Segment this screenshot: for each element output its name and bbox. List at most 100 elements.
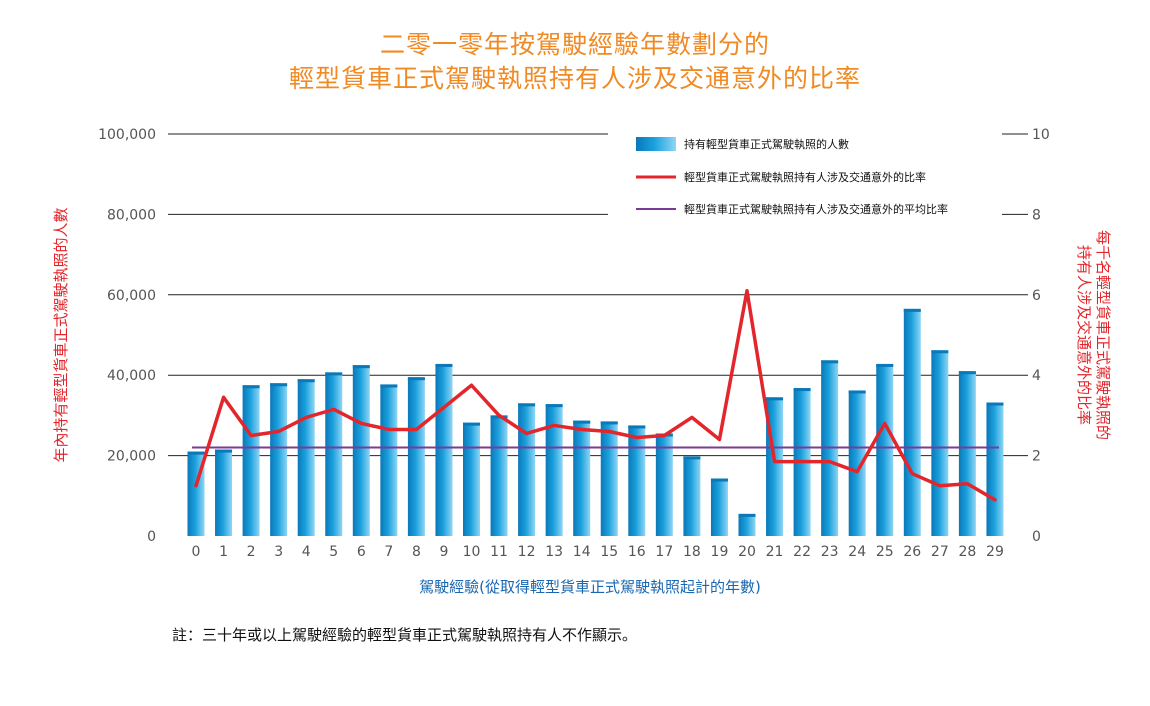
bar-top <box>215 449 233 453</box>
x-tick-label: 12 <box>518 544 536 560</box>
left-tick-label: 20,000 <box>107 449 156 465</box>
x-tick-label: 29 <box>986 544 1004 560</box>
rate-point <box>249 434 253 437</box>
bar-top <box>876 363 894 367</box>
rate-point <box>277 429 281 433</box>
bar-top <box>683 456 701 460</box>
bar-top <box>628 425 646 429</box>
right-tick-label: 6 <box>1032 288 1041 304</box>
left-tick-label: 100,000 <box>98 127 156 143</box>
right-axis-label-line-2: 持有人涉及交通意外的比率 <box>1075 245 1093 425</box>
right-tick-label: 10 <box>1032 127 1050 143</box>
accident-rate-line <box>194 289 997 502</box>
bar-top <box>903 308 921 312</box>
right-tick-label: 4 <box>1032 368 1041 384</box>
rate-point <box>717 438 721 442</box>
bar <box>710 478 728 536</box>
x-tick-label: 24 <box>848 544 866 560</box>
bar-top <box>738 513 756 517</box>
left-axis-ticks: 0 20,000 40,000 60,000 80,000 100,000 <box>98 127 156 545</box>
left-tick-label: 40,000 <box>107 368 156 384</box>
x-axis-label: 駕駛經驗(從取得輕型貨車正式駕駛執照起計的年數) <box>419 578 761 596</box>
rate-point <box>607 429 611 433</box>
bar-top <box>545 404 563 408</box>
bar-top <box>986 402 1004 406</box>
bar <box>986 402 1004 536</box>
right-tick-label: 8 <box>1032 207 1041 223</box>
bar <box>958 371 976 536</box>
bar <box>600 421 618 536</box>
rate-point <box>938 484 942 488</box>
bar-top <box>407 377 425 381</box>
left-axis-label: 年內持有輕型貨車正式駕駛執照的人數 <box>52 207 70 462</box>
footnote: 註：三十年或以上駕駛經驗的輕型貨車正式駕駛執照持有人不作顯示。 <box>172 626 638 644</box>
bar <box>325 372 343 536</box>
bar-top <box>270 383 288 387</box>
bar <box>270 383 288 536</box>
x-tick-label: 0 <box>192 544 201 560</box>
rate-point <box>332 407 336 411</box>
bar <box>518 403 536 536</box>
bar-top <box>352 365 370 369</box>
rate-point <box>359 421 363 425</box>
bar-top <box>931 350 949 354</box>
rate-point <box>194 484 198 488</box>
rate-point <box>497 413 501 417</box>
legend-label: 輕型貨車正式駕駛執照持有人涉及交通意外的平均比率 <box>684 202 948 216</box>
rate-point <box>635 436 639 440</box>
rate-point <box>662 434 666 437</box>
x-tick-label: 3 <box>274 544 283 560</box>
bar <box>545 404 563 536</box>
rate-point <box>552 423 556 427</box>
bar <box>380 384 398 536</box>
rate-point <box>883 421 887 425</box>
rate-point <box>222 395 226 399</box>
x-tick-label: 8 <box>412 544 421 560</box>
bar <box>683 456 701 536</box>
x-tick-label: 10 <box>463 544 481 560</box>
bar-top <box>242 385 260 389</box>
bar-top <box>766 397 784 401</box>
right-axis-label-line-1: 每千名輕型貨車正式駕駛執照的 <box>1094 230 1112 440</box>
bar <box>215 449 233 536</box>
x-tick-label: 1 <box>219 544 228 560</box>
legend-bar-swatch <box>636 137 676 151</box>
series-lines <box>192 289 999 502</box>
left-tick-label: 80,000 <box>107 207 156 223</box>
right-tick-label: 0 <box>1032 529 1041 545</box>
rate-point <box>773 460 777 464</box>
left-tick-label: 60,000 <box>107 288 156 304</box>
x-tick-label: 16 <box>628 544 646 560</box>
x-tick-label: 22 <box>793 544 811 560</box>
bar <box>297 379 315 536</box>
x-tick-label: 11 <box>490 544 508 560</box>
rate-point <box>745 289 749 293</box>
rate-point <box>855 470 859 474</box>
right-tick-label: 2 <box>1032 449 1041 465</box>
x-tick-label: 18 <box>683 544 701 560</box>
bar <box>876 363 894 536</box>
rate-point <box>414 427 418 431</box>
chart-title-line-2: 輕型貨車正式駕駛執照持有人涉及交通意外的比率 <box>288 64 861 93</box>
x-tick-label: 25 <box>876 544 894 560</box>
x-tick-label: 21 <box>766 544 784 560</box>
legend: 持有輕型貨車正式駕駛執照的人數輕型貨車正式駕駛執照持有人涉及交通意外的比率輕型貨… <box>636 137 948 216</box>
x-tick-label: 13 <box>545 544 563 560</box>
rate-point <box>525 431 529 435</box>
bar-top <box>600 421 618 425</box>
bar-top <box>380 384 398 388</box>
rate-point <box>910 472 914 476</box>
x-tick-label: 7 <box>384 544 393 560</box>
x-tick-label: 27 <box>931 544 949 560</box>
chart-title-line-1: 二零一零年按駕駛經驗年數劃分的 <box>379 30 770 59</box>
rate-point <box>387 427 391 431</box>
bar-top <box>958 371 976 375</box>
bar-top <box>793 388 811 392</box>
bar <box>352 365 370 536</box>
bar <box>931 350 949 536</box>
rate-point <box>580 427 584 431</box>
x-axis-ticks: 0 1 2 3 4 5 6 7 8 9 10 11 12 13 14 15 16 17 18 19 20 21 22 23 24… <box>192 544 1004 560</box>
bar <box>463 422 480 536</box>
legend-label: 持有輕型貨車正式駕駛執照的人數 <box>684 137 849 151</box>
bar-top <box>325 372 343 376</box>
